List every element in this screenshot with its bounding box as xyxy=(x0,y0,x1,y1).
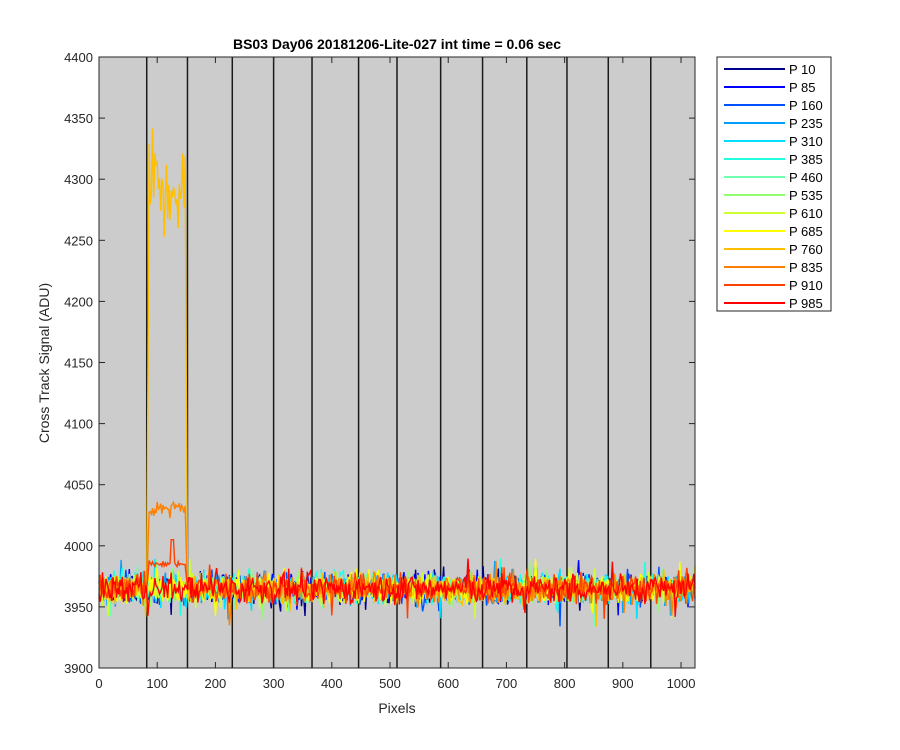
legend-label: P 10 xyxy=(789,62,816,77)
x-tick-label: 800 xyxy=(554,676,576,691)
series-line-p-985 xyxy=(98,558,696,617)
y-tick-label: 4050 xyxy=(64,478,93,493)
series-lines xyxy=(98,128,696,627)
x-tick-label: 700 xyxy=(496,676,518,691)
x-axis-ticks: 0 100 200 300 400 500 600 700 800 900 1000 xyxy=(95,57,695,691)
legend-label: P 235 xyxy=(789,116,823,131)
y-tick-label: 4150 xyxy=(64,356,93,371)
legend-label: P 85 xyxy=(789,80,816,95)
legend-label: P 385 xyxy=(789,152,823,167)
legend-label: P 685 xyxy=(789,224,823,239)
legend-label: P 760 xyxy=(789,242,823,257)
legend-label: P 310 xyxy=(789,134,823,149)
y-tick-label: 4200 xyxy=(64,294,93,309)
legend-label: P 460 xyxy=(789,170,823,185)
legend-box xyxy=(716,56,832,312)
legend-label: P 985 xyxy=(789,296,823,311)
y-tick-label: 4350 xyxy=(64,111,93,126)
chart-title: BS03 Day06 20181206-Lite-027 int time = … xyxy=(233,36,561,52)
legend: P 10 P 85 P 160 P 235 P 310 P 385 P 460 P 535 P … xyxy=(716,56,832,312)
y-tick-label: 3900 xyxy=(64,661,93,676)
x-tick-label: 300 xyxy=(263,676,285,691)
x-tick-label: 400 xyxy=(321,676,343,691)
y-axis-ticks: 3900 3950 4000 4050 4100 4150 4200 4250 4300 4350… xyxy=(64,50,695,676)
x-tick-label: 600 xyxy=(437,676,459,691)
y-tick-label: 4000 xyxy=(64,539,93,554)
legend-label: P 610 xyxy=(789,206,823,221)
vertical-lines xyxy=(145,57,652,668)
y-tick-label: 4250 xyxy=(64,233,93,248)
x-tick-label: 100 xyxy=(146,676,168,691)
x-tick-label: 1000 xyxy=(667,676,696,691)
legend-label: P 910 xyxy=(789,278,823,293)
x-tick-label: 200 xyxy=(205,676,227,691)
y-axis-label: Cross Track Signal (ADU) xyxy=(36,283,52,443)
x-axis-label: Pixels xyxy=(378,700,415,716)
y-tick-label: 4100 xyxy=(64,417,93,432)
x-tick-label: 0 xyxy=(95,676,102,691)
legend-label: P 160 xyxy=(789,98,823,113)
x-tick-label: 900 xyxy=(612,676,634,691)
legend-label: P 535 xyxy=(789,188,823,203)
y-tick-label: 4400 xyxy=(64,50,93,65)
y-tick-label: 4300 xyxy=(64,172,93,187)
y-tick-label: 3950 xyxy=(64,600,93,615)
legend-label: P 835 xyxy=(789,260,823,275)
x-tick-label: 500 xyxy=(379,676,401,691)
series-line-p-910 xyxy=(98,539,696,619)
